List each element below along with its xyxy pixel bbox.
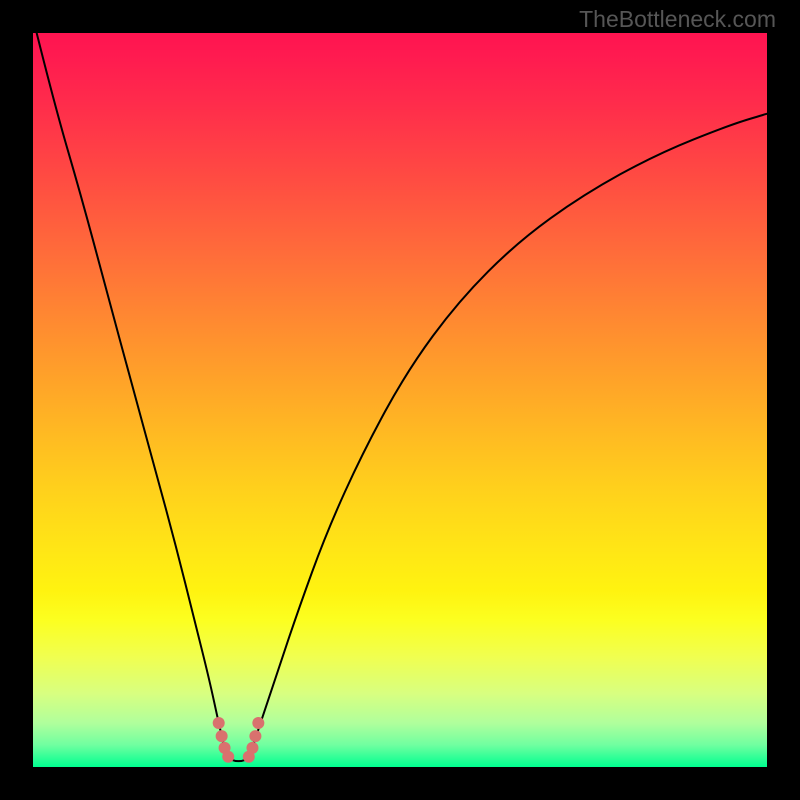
plot-area: [33, 33, 767, 767]
valley-marker: [216, 730, 228, 742]
attribution-text: TheBottleneck.com: [579, 6, 776, 33]
valley-marker: [222, 751, 234, 763]
valley-marker: [213, 717, 225, 729]
valley-marker: [252, 717, 264, 729]
bottleneck-curve: [37, 33, 767, 761]
valley-marker: [249, 730, 261, 742]
chart-svg: [33, 33, 767, 767]
valley-markers: [213, 717, 265, 763]
valley-marker: [246, 742, 258, 754]
